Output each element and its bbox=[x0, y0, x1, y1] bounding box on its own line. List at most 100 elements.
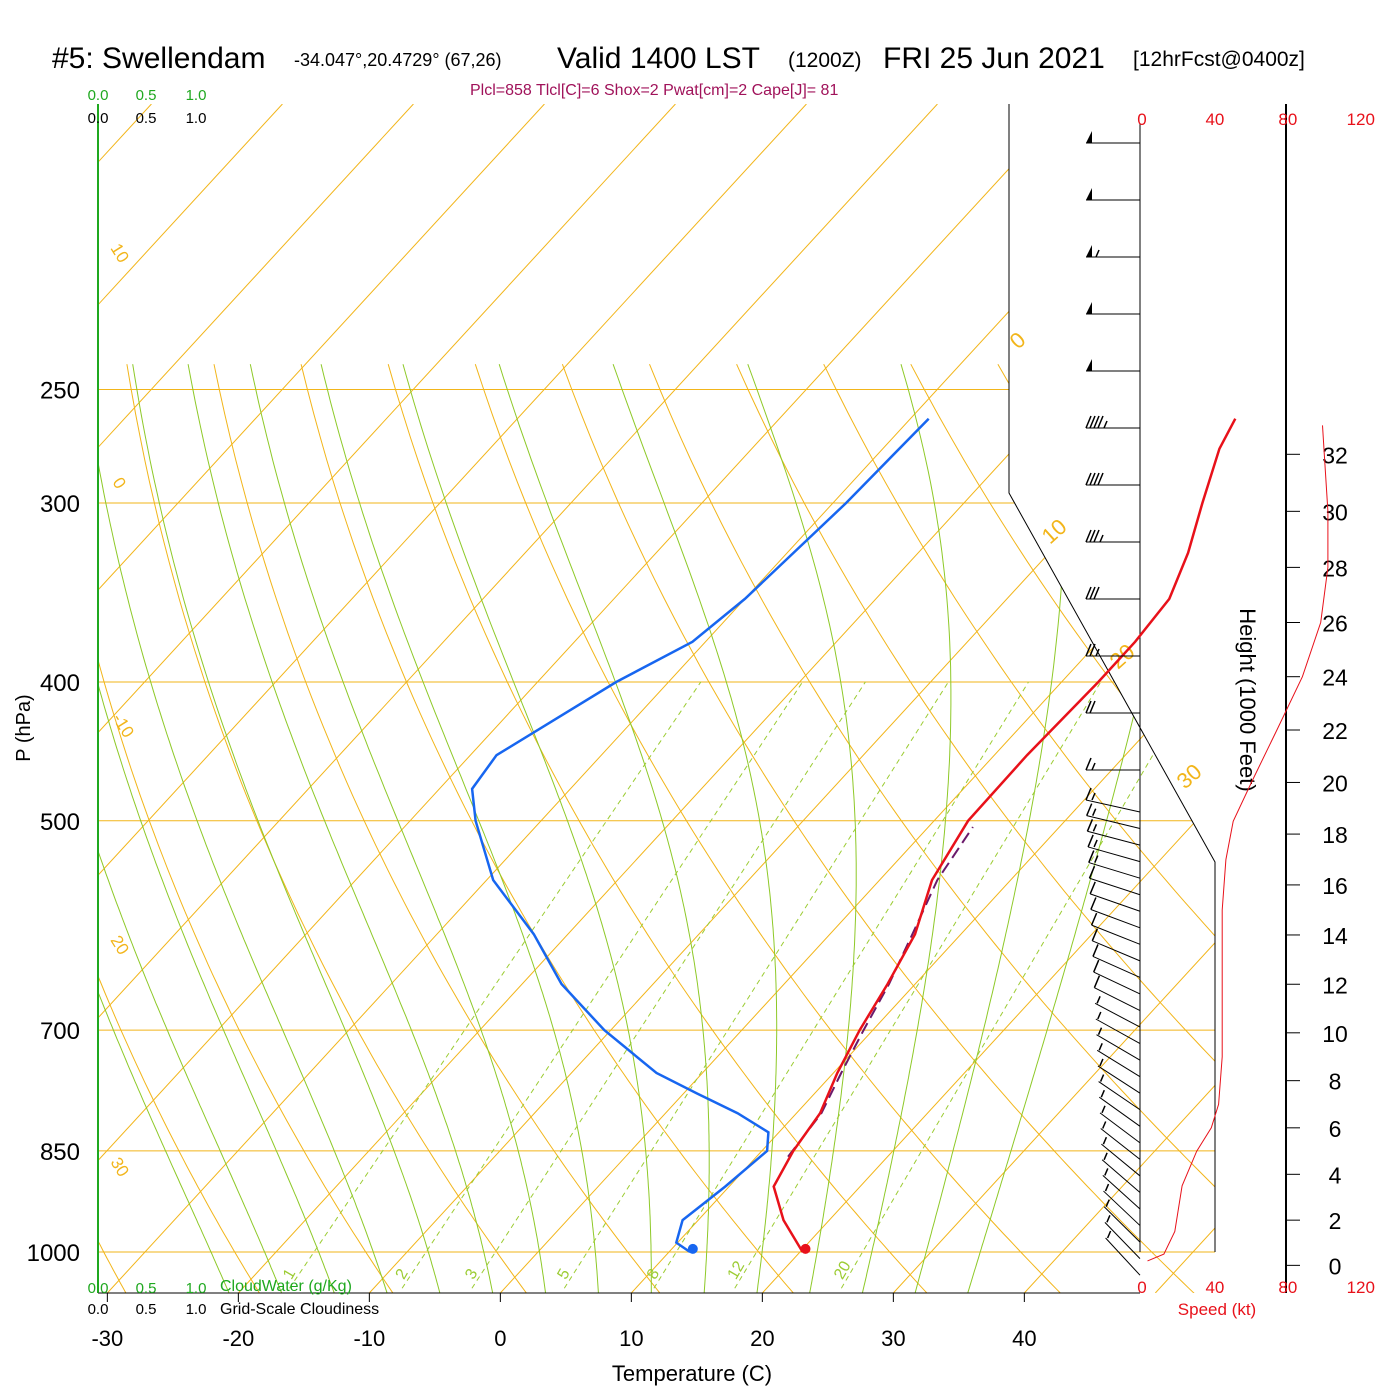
barb-full bbox=[1085, 472, 1092, 486]
height-tick-label: 0 bbox=[1329, 1253, 1342, 1279]
station-title: #5: Swellendam bbox=[52, 42, 266, 75]
plot-frame bbox=[97, 104, 1287, 1294]
cloudiness-scale-bottom: 0.0 bbox=[88, 1301, 109, 1318]
isotherm-line bbox=[98, 104, 938, 1293]
height-tick-label: 2 bbox=[1329, 1208, 1342, 1234]
cloudwater-scale-top: 0.0 bbox=[88, 87, 109, 104]
moist-adiabat-line bbox=[747, 364, 857, 1293]
wind-barb bbox=[1093, 959, 1141, 995]
isotherm-line bbox=[1154, 104, 1215, 1293]
dry-adiabat-line bbox=[387, 364, 934, 1293]
x-axis-title: Temperature (C) bbox=[612, 1361, 772, 1386]
wind-barb bbox=[1085, 586, 1140, 600]
barb-half bbox=[1095, 249, 1100, 258]
isotherm-line bbox=[98, 104, 414, 1293]
wind-barb bbox=[1090, 897, 1141, 929]
dry-adiabat-line bbox=[98, 364, 399, 1293]
wind-barb bbox=[1089, 881, 1141, 912]
mixing-ratio-line bbox=[563, 681, 949, 1289]
barb-half bbox=[1096, 996, 1101, 1004]
dry-adiabat-line bbox=[98, 364, 265, 1293]
barb-staff bbox=[1102, 1175, 1141, 1210]
wind-barb bbox=[1086, 302, 1140, 315]
height-tick-label: 6 bbox=[1329, 1116, 1342, 1142]
barb-full bbox=[1088, 850, 1095, 863]
barb-full bbox=[1093, 975, 1101, 989]
speed-tick-label-top: 40 bbox=[1205, 110, 1224, 129]
pressure-tick-label: 1000 bbox=[27, 1240, 80, 1267]
temperature-tick-label: 40 bbox=[1012, 1326, 1036, 1351]
mixing-ratio-line bbox=[471, 681, 866, 1289]
isotherm-line bbox=[98, 104, 545, 1293]
sounding-stats: Plcl=858 Tlcl[C]=6 Shox=2 Pwat[cm]=2 Cap… bbox=[470, 82, 839, 99]
isotherm-line bbox=[98, 104, 807, 1293]
isotherm-line bbox=[892, 104, 1215, 1293]
barb-full bbox=[1089, 586, 1096, 600]
mixing-ratio-label: 20 bbox=[831, 1258, 855, 1282]
dry-adiabat-line bbox=[1346, 364, 1400, 1300]
barb-staff bbox=[1101, 1143, 1141, 1177]
barb-staff bbox=[1103, 1206, 1141, 1243]
isotherm-line bbox=[1023, 104, 1215, 1293]
y-axis-title: P (hPa) bbox=[13, 694, 35, 761]
moist-adiabat-line bbox=[98, 364, 390, 1293]
barb-staff bbox=[1091, 924, 1141, 945]
wind-barb bbox=[1090, 912, 1141, 945]
isotherm-label: 10 bbox=[1037, 514, 1072, 549]
isotherm-label: 0 bbox=[1005, 327, 1031, 354]
barb-staff bbox=[1086, 815, 1141, 830]
wind-barb bbox=[1104, 1215, 1141, 1260]
speed-tick-label-bottom: 40 bbox=[1205, 1278, 1224, 1297]
temperature-tick-label: -20 bbox=[222, 1326, 254, 1351]
height-tick-label: 30 bbox=[1322, 499, 1348, 525]
station-coords: -34.047°,20.4729° (67,26) bbox=[294, 50, 502, 70]
isotherm-line bbox=[368, 104, 1215, 1293]
moist-adiabat-line bbox=[402, 364, 652, 1293]
dry-adiabat-line bbox=[649, 364, 1215, 1293]
wind-barb bbox=[1085, 757, 1140, 771]
barb-full bbox=[1093, 415, 1100, 429]
barb-full bbox=[1088, 865, 1096, 879]
barb-half bbox=[1104, 1168, 1109, 1176]
barb-full bbox=[1093, 959, 1100, 973]
barb-half bbox=[1092, 823, 1098, 832]
barb-half bbox=[1100, 1089, 1105, 1098]
barb-full bbox=[1085, 700, 1092, 714]
dry-adiabat-line bbox=[1084, 363, 1215, 1293]
moist-adiabat-line bbox=[132, 364, 443, 1293]
wind-barb bbox=[1103, 1199, 1141, 1243]
pressure-tick-label: 400 bbox=[40, 670, 80, 697]
temperature-tick-label: 30 bbox=[881, 1326, 905, 1351]
barb-staff bbox=[1096, 1034, 1141, 1061]
wind-barb bbox=[1087, 834, 1141, 863]
speed-tick-label-bottom: 80 bbox=[1278, 1278, 1297, 1297]
speed-axis-title: Speed (kt) bbox=[1178, 1300, 1256, 1319]
barb-full bbox=[1085, 787, 1092, 801]
barb-staff bbox=[1098, 1081, 1141, 1111]
dry-adiabat-line bbox=[126, 364, 532, 1293]
title-bar: #5: Swellendam -34.047°,20.4729° (67,26)… bbox=[0, 38, 1400, 82]
wind-barb bbox=[1092, 944, 1141, 978]
barb-full bbox=[1086, 803, 1093, 816]
cloudiness-scale-bottom: 1.0 bbox=[186, 1301, 207, 1318]
wind-barb bbox=[1086, 359, 1140, 372]
moist-adiabat-line bbox=[498, 364, 710, 1293]
cloudwater-scale-bottom: 0.0 bbox=[88, 1280, 109, 1297]
barb-full bbox=[1093, 472, 1100, 486]
barb-staff bbox=[1088, 862, 1141, 879]
speed-tick-label-bottom: 120 bbox=[1347, 1278, 1375, 1297]
barb-staff bbox=[1094, 1002, 1141, 1028]
barb-staff bbox=[1087, 830, 1141, 846]
speed-tick-label-bottom: 0 bbox=[1137, 1278, 1146, 1297]
speed-profile bbox=[1147, 425, 1329, 1262]
moist-adiabat-line bbox=[320, 364, 600, 1293]
wind-barb bbox=[1096, 1042, 1141, 1078]
barb-staff bbox=[1094, 987, 1141, 1011]
wind-barb bbox=[1086, 803, 1141, 830]
surface-dewpoint-dot bbox=[687, 1243, 698, 1254]
height-tick-label: 26 bbox=[1322, 610, 1348, 636]
barb-staff bbox=[1100, 1128, 1141, 1160]
mixing-ratio-line bbox=[840, 681, 1197, 1289]
